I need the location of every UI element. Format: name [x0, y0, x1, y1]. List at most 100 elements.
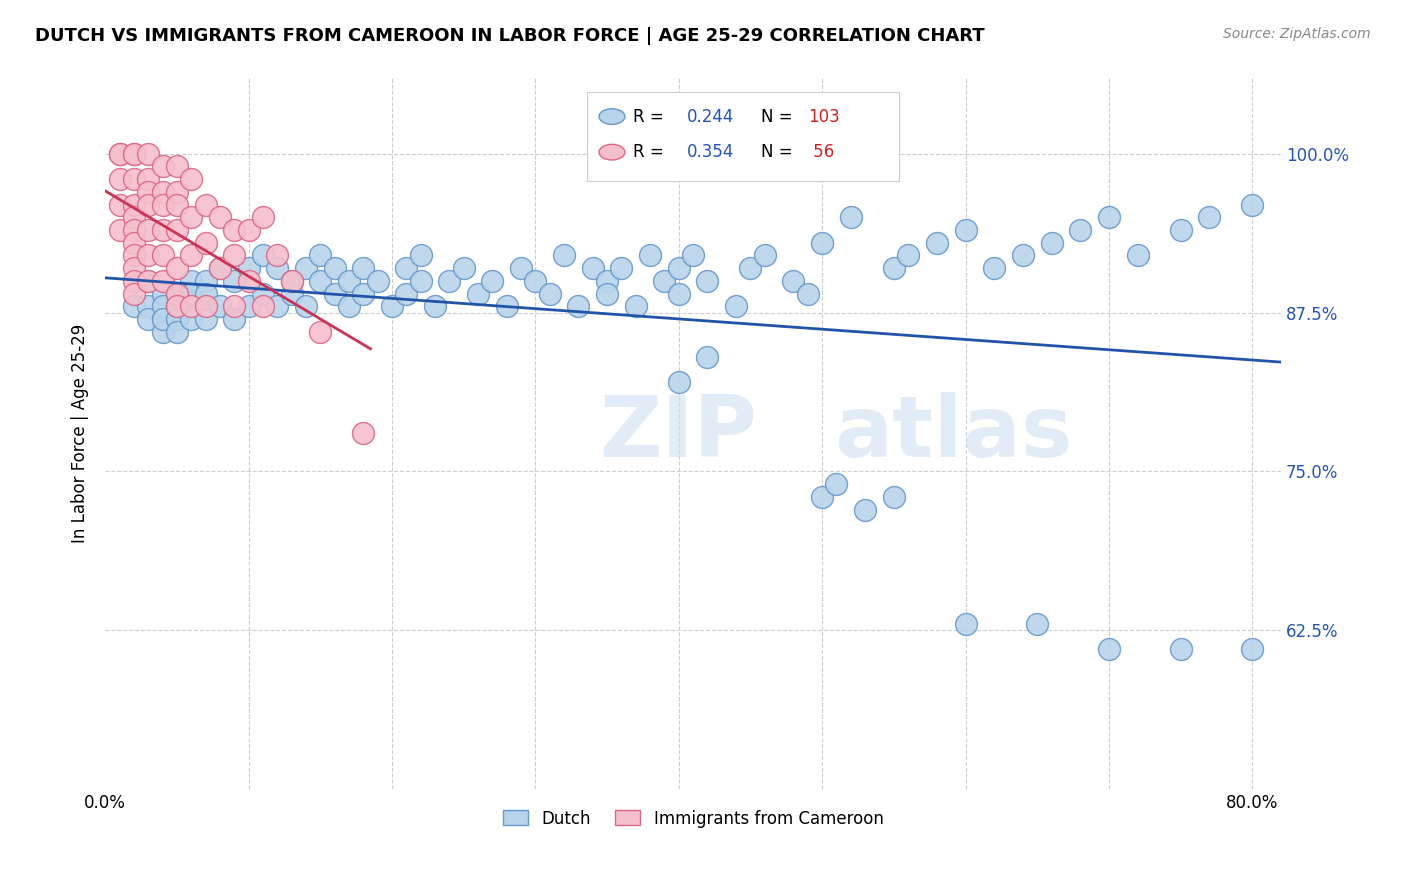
Point	[610, 261, 633, 276]
Point	[252, 299, 274, 313]
Point	[238, 299, 260, 313]
Point	[409, 274, 432, 288]
Point	[295, 261, 318, 276]
Point	[295, 299, 318, 313]
Point	[638, 248, 661, 262]
Point	[280, 286, 302, 301]
Point	[152, 248, 174, 262]
Point	[108, 223, 131, 237]
Point	[122, 274, 145, 288]
Point	[152, 197, 174, 211]
Point	[337, 274, 360, 288]
Point	[152, 299, 174, 313]
Point	[367, 274, 389, 288]
Point	[524, 274, 547, 288]
Point	[811, 490, 834, 504]
Point	[136, 146, 159, 161]
Point	[495, 299, 517, 313]
Point	[955, 617, 977, 632]
Point	[654, 274, 676, 288]
Point	[180, 299, 202, 313]
Point	[166, 197, 188, 211]
Point	[510, 261, 533, 276]
Point	[122, 235, 145, 250]
Point	[224, 299, 246, 313]
Point	[481, 274, 503, 288]
Point	[266, 261, 288, 276]
Point	[381, 299, 404, 313]
Point	[166, 299, 188, 313]
Text: atlas: atlas	[834, 392, 1073, 475]
Point	[122, 197, 145, 211]
Point	[668, 376, 690, 390]
Text: ZIP: ZIP	[599, 392, 756, 475]
Point	[122, 286, 145, 301]
Point	[108, 146, 131, 161]
Point	[252, 211, 274, 225]
Point	[152, 223, 174, 237]
Point	[224, 274, 246, 288]
Point	[224, 223, 246, 237]
Point	[108, 146, 131, 161]
Point	[352, 286, 374, 301]
Point	[1098, 211, 1121, 225]
Point	[337, 299, 360, 313]
Point	[395, 286, 418, 301]
Point	[180, 299, 202, 313]
Point	[122, 299, 145, 313]
Point	[839, 211, 862, 225]
Point	[696, 274, 718, 288]
Point	[136, 223, 159, 237]
Point	[152, 312, 174, 326]
Point	[955, 223, 977, 237]
Point	[180, 274, 202, 288]
Point	[194, 299, 217, 313]
Y-axis label: In Labor Force | Age 25-29: In Labor Force | Age 25-29	[72, 324, 89, 543]
Point	[1012, 248, 1035, 262]
Point	[122, 223, 145, 237]
Point	[782, 274, 804, 288]
Point	[596, 286, 619, 301]
Point	[567, 299, 589, 313]
Point	[122, 172, 145, 186]
Point	[453, 261, 475, 276]
Point	[1241, 197, 1264, 211]
Point	[194, 312, 217, 326]
Point	[194, 197, 217, 211]
Point	[1126, 248, 1149, 262]
Point	[166, 286, 188, 301]
Point	[208, 261, 231, 276]
Point	[152, 286, 174, 301]
Text: R =: R =	[633, 108, 664, 126]
Point	[238, 274, 260, 288]
Point	[122, 211, 145, 225]
Point	[152, 185, 174, 199]
Point	[136, 172, 159, 186]
Point	[122, 146, 145, 161]
Point	[1098, 642, 1121, 657]
Point	[883, 490, 905, 504]
Point	[395, 261, 418, 276]
Point	[1241, 642, 1264, 657]
Point	[238, 261, 260, 276]
Point	[423, 299, 446, 313]
Point	[180, 248, 202, 262]
Point	[180, 286, 202, 301]
Point	[883, 261, 905, 276]
Point	[1170, 223, 1192, 237]
Point	[596, 274, 619, 288]
Circle shape	[599, 109, 624, 124]
Point	[166, 299, 188, 313]
Point	[152, 325, 174, 339]
Point	[136, 197, 159, 211]
Point	[180, 172, 202, 186]
Point	[136, 312, 159, 326]
Point	[754, 248, 776, 262]
Point	[309, 248, 332, 262]
Point	[1040, 235, 1063, 250]
Point	[208, 211, 231, 225]
Point	[180, 312, 202, 326]
Point	[797, 286, 820, 301]
Point	[538, 286, 561, 301]
Point	[152, 274, 174, 288]
